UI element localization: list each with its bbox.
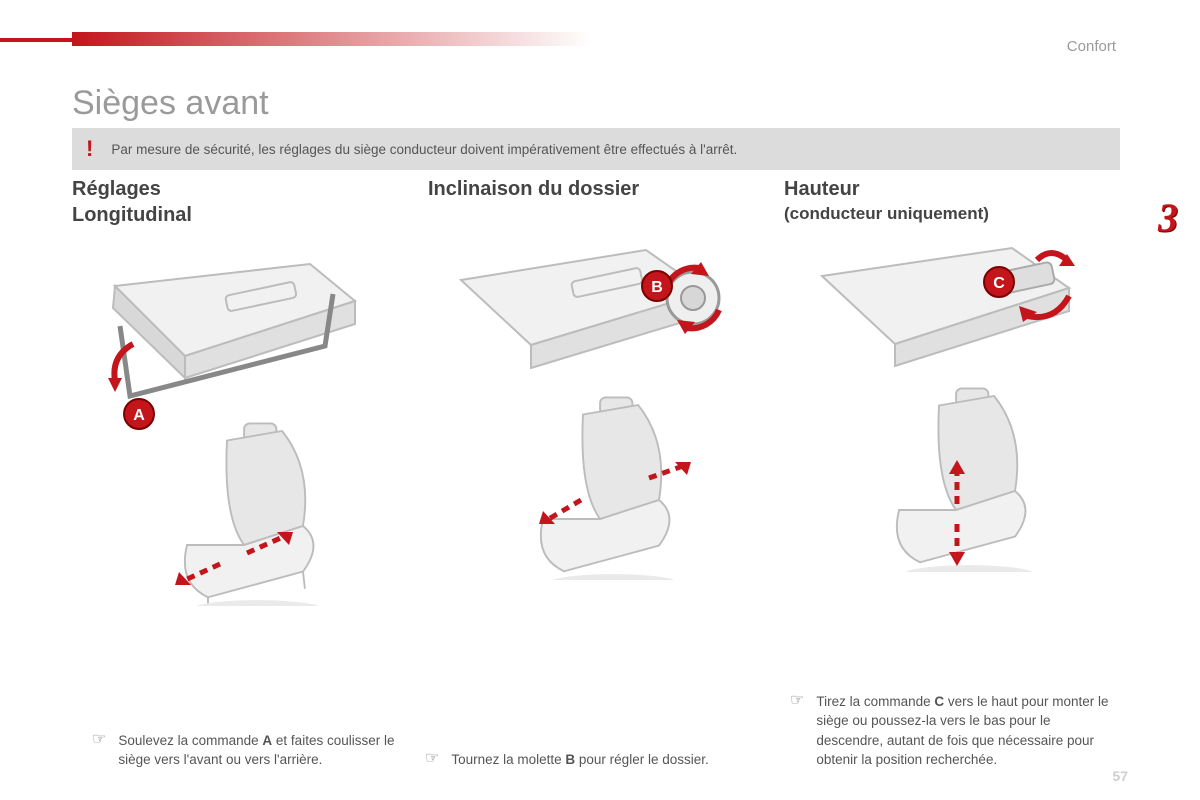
instruction-c: ☞ Tirez la commande C vers le haut pour … — [790, 692, 1110, 770]
section-label: Confort — [1067, 38, 1116, 55]
page-title: Sièges avant — [72, 84, 269, 123]
col3-heading-l2: Hauteur — [784, 176, 1110, 202]
top-gradient-bar — [72, 32, 592, 46]
chapter-badge: 3 — [1136, 185, 1200, 249]
col-inclinaison: Inclinaison du dossier B — [428, 176, 754, 606]
col3-subheading: (conducteur uniquement) — [784, 204, 1110, 224]
badge-b: B — [651, 279, 663, 296]
badge-a: A — [133, 407, 145, 424]
pointer-icon: ☞ — [425, 750, 439, 768]
col-hauteur: Hauteur (conducteur uniquement) C — [784, 176, 1110, 606]
illus-inclinaison: B — [428, 220, 754, 580]
warning-bar: ! Par mesure de sécurité, les réglages d… — [72, 128, 1120, 170]
page-number: 57 — [1112, 768, 1128, 784]
col1-heading-l2: Longitudinal — [72, 202, 398, 228]
instruction-a: ☞ Soulevez la commande A et faites couli… — [92, 731, 402, 770]
illus-longitudinal: A — [72, 246, 398, 606]
badge-c: C — [993, 275, 1005, 292]
top-accent-bar — [0, 38, 72, 42]
pointer-icon: ☞ — [790, 692, 804, 710]
col2-heading-l2: Inclinaison du dossier — [428, 176, 754, 202]
col-longitudinal: Réglages Longitudinal — [72, 176, 398, 606]
illus-hauteur: C — [784, 226, 1110, 572]
warning-text: Par mesure de sécurité, les réglages du … — [111, 142, 737, 157]
pointer-icon: ☞ — [92, 731, 106, 749]
instruction-b: ☞ Tournez la molette B pour régler le do… — [425, 750, 755, 770]
warning-icon: ! — [86, 136, 93, 162]
col1-heading-l1: Réglages — [72, 176, 398, 202]
